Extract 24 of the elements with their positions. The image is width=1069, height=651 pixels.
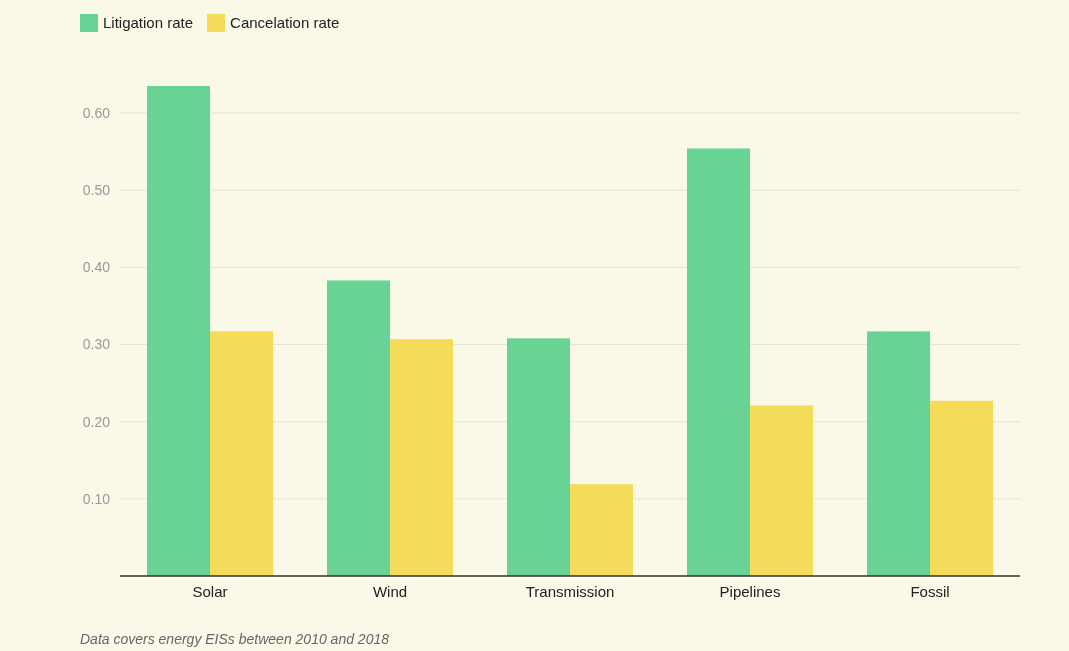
legend-label: Litigation rate <box>103 14 194 31</box>
y-tick-label: 0.10 <box>82 490 111 507</box>
bar <box>867 331 930 576</box>
bar <box>390 339 453 576</box>
y-tick-label: 0.40 <box>82 259 111 276</box>
bar <box>570 484 633 576</box>
bar <box>327 280 390 576</box>
y-tick-label: 0.50 <box>82 182 111 199</box>
y-tick-label: 0.30 <box>82 336 111 353</box>
y-tick-label: 0.20 <box>82 413 111 430</box>
legend-label: Cancelation rate <box>230 14 340 31</box>
y-tick-label: 0.60 <box>82 104 111 121</box>
x-tick-label: Wind <box>372 582 408 600</box>
x-tick-label: Fossil <box>910 582 950 600</box>
x-tick-label: Solar <box>192 582 228 600</box>
text: Data covers energy EISs between 2010 and 2018 <box>80 631 390 647</box>
x-tick-label: Pipelines <box>719 582 781 600</box>
bar <box>930 400 993 576</box>
bar <box>750 405 813 576</box>
bar <box>687 148 750 576</box>
x-tick-label: Transmission <box>525 582 615 600</box>
bar <box>507 338 570 576</box>
bar <box>210 331 273 576</box>
bar <box>147 86 210 576</box>
